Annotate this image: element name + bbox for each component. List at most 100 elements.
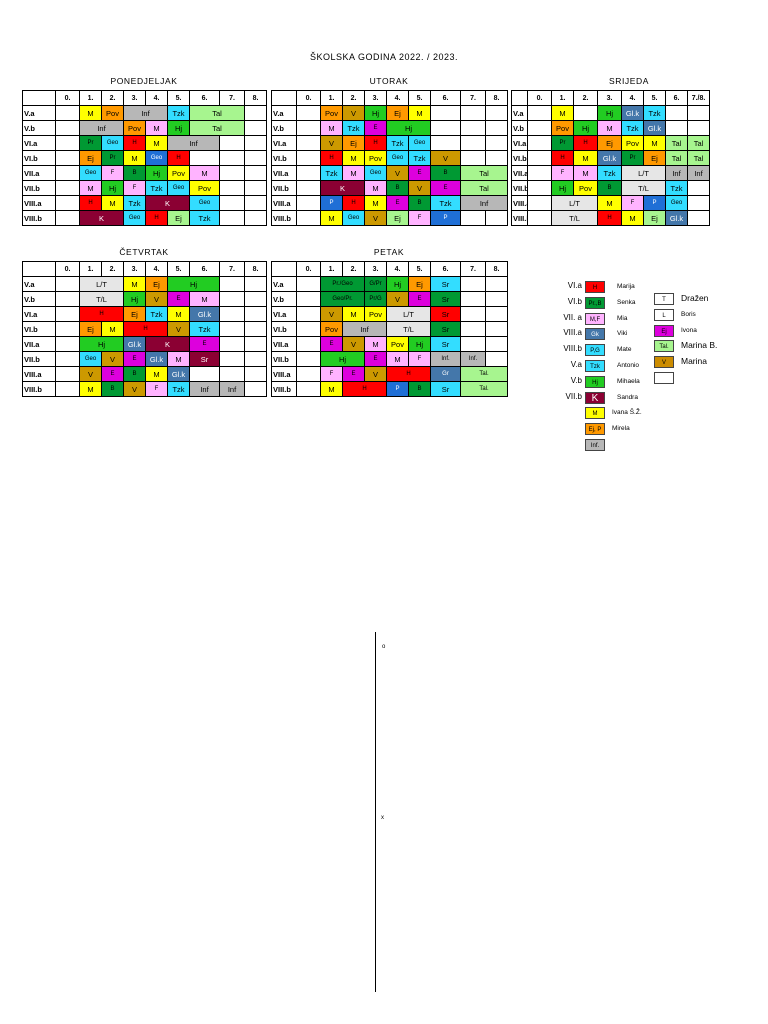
lesson-cell: Tzk xyxy=(123,195,146,211)
lesson-cell: F xyxy=(551,165,574,181)
lesson-cell: M xyxy=(320,210,343,226)
lesson-cell xyxy=(687,120,710,136)
class-label: VIII.b xyxy=(511,210,528,226)
period-header: 7. xyxy=(460,261,486,277)
lesson-cell: Pov xyxy=(364,150,387,166)
lesson-cell: H xyxy=(320,150,343,166)
lesson-cell: M xyxy=(364,195,387,211)
class-label: VIII.b xyxy=(22,210,56,226)
class-label: VI.a xyxy=(511,135,528,151)
period-header: 0. xyxy=(296,90,321,106)
lesson-cell: Inf xyxy=(665,165,688,181)
lesson-cell: E xyxy=(386,195,409,211)
lesson-cell: B xyxy=(123,165,146,181)
lesson-cell: Gl.k xyxy=(189,306,220,322)
lesson-cell: M xyxy=(167,351,190,367)
lesson-cell: M xyxy=(342,150,365,166)
lesson-cell: P xyxy=(320,195,343,211)
day-title: SRIJEDA xyxy=(608,76,650,86)
lesson-cell xyxy=(527,165,552,181)
lesson-cell: Tal xyxy=(189,105,245,121)
class-label: V.b xyxy=(22,120,56,136)
lesson-cell: L/T xyxy=(79,276,124,292)
lesson-cell: H xyxy=(79,306,124,322)
lesson-cell: Hj xyxy=(123,291,146,307)
lesson-cell: M xyxy=(145,120,168,136)
lesson-cell: H xyxy=(145,210,168,226)
period-header: 3. xyxy=(364,261,387,277)
class-row: VII.a Hj Gl.k K E xyxy=(22,336,267,352)
lesson-cell: Tzk xyxy=(621,120,644,136)
lesson-cell: Geo xyxy=(145,150,168,166)
lesson-cell: Hj xyxy=(551,180,574,196)
class-label: VI.b xyxy=(271,321,297,337)
class-row: V.b T/L Hj V E M xyxy=(22,291,267,307)
class-label: VI.b xyxy=(22,321,56,337)
lesson-cell xyxy=(687,210,710,226)
lesson-cell: F xyxy=(408,351,431,367)
lesson-cell: Geo xyxy=(79,351,102,367)
lesson-cell: K xyxy=(320,180,365,196)
class-row: VI.a V Ej H Tzk Geo xyxy=(271,135,508,151)
lesson-cell: Ej xyxy=(597,135,622,151)
lesson-cell: V xyxy=(364,210,387,226)
lesson-cell: Tal xyxy=(460,180,508,196)
lesson-cell: M xyxy=(643,135,666,151)
period-header: 4. xyxy=(145,90,168,106)
lesson-cell xyxy=(296,306,321,322)
lesson-cell: Geo xyxy=(386,150,409,166)
lesson-cell: Tzk xyxy=(320,165,343,181)
period-header: 3. xyxy=(123,261,146,277)
header-corner xyxy=(22,90,56,106)
class-row: VI.b Ej Pr M Geo H xyxy=(22,150,267,166)
class-row: VIII.b M B V F Tzk Inf Inf xyxy=(22,381,267,397)
period-header: 7. xyxy=(219,261,245,277)
lesson-cell xyxy=(244,381,267,397)
lesson-cell: Sr xyxy=(430,306,461,322)
class-row: VIII.a P H M E B Tzk Inf xyxy=(271,195,508,211)
lesson-cell: V xyxy=(79,366,102,382)
period-header: 7. xyxy=(219,90,245,106)
legend-color-box: Hj xyxy=(585,375,605,388)
lesson-cell xyxy=(219,336,245,352)
lesson-cell: V xyxy=(342,105,365,121)
lesson-cell xyxy=(189,150,220,166)
lesson-cell: Tzk xyxy=(597,165,622,181)
lesson-cell xyxy=(244,180,267,196)
class-label: VIII.b xyxy=(22,381,56,397)
lesson-cell: E xyxy=(320,336,343,352)
lesson-cell: Tzk xyxy=(167,105,190,121)
lesson-cell: Sr xyxy=(430,291,461,307)
legend-teacher-name: Marina B. xyxy=(681,340,718,351)
period-header: 3. xyxy=(597,90,622,106)
lesson-cell: V xyxy=(386,291,409,307)
lesson-cell: Hj xyxy=(79,336,124,352)
class-row: VII.a Geo F B Hj Pov M xyxy=(22,165,267,181)
class-label: VII.a xyxy=(511,165,528,181)
lesson-cell xyxy=(219,165,245,181)
timetable-4: 0. 1. 2. 3. 4. 5. 6. 7. 8. V.a Pr./Geo G/Pr Hj Ej Sr V.… xyxy=(271,261,508,397)
lesson-cell xyxy=(430,120,461,136)
lesson-cell: Sr xyxy=(189,351,220,367)
lesson-cell xyxy=(219,180,245,196)
legend-color-box: M xyxy=(585,407,605,420)
lesson-cell: H xyxy=(123,135,146,151)
legend-teacher-name: Sandra xyxy=(617,393,638,401)
lesson-cell xyxy=(55,381,80,397)
lesson-cell xyxy=(460,336,486,352)
lesson-cell: B xyxy=(386,180,409,196)
class-label: V.a xyxy=(22,276,56,292)
lesson-cell: Hj xyxy=(386,120,431,136)
legend-teacher-name: Boris xyxy=(681,310,696,318)
lesson-cell: H xyxy=(167,150,190,166)
lesson-cell: Tal. xyxy=(460,381,508,397)
lesson-cell xyxy=(244,150,267,166)
legend-class: V.b xyxy=(570,375,582,385)
class-label: VII.b xyxy=(271,351,297,367)
lesson-cell: V xyxy=(123,381,146,397)
lesson-cell: Pov xyxy=(621,135,644,151)
lesson-cell: Geo xyxy=(167,180,190,196)
lesson-cell: Tal xyxy=(665,135,688,151)
lesson-cell: H xyxy=(123,321,168,337)
header-corner xyxy=(22,261,56,277)
